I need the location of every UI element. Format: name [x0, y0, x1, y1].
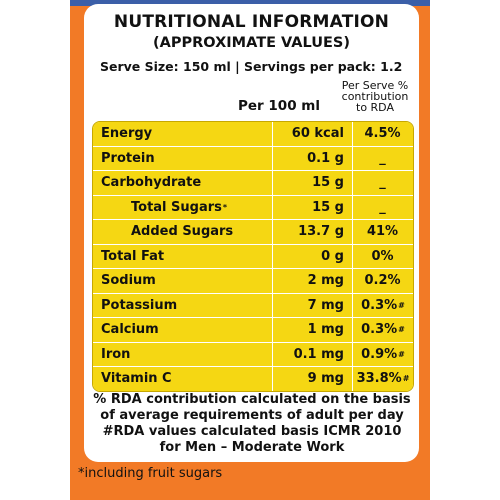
nutrient-rda: 0.3% # [361, 322, 405, 338]
package-top-strip [70, 0, 430, 6]
table-row: Sodium 2 mg 0.2% [93, 269, 413, 294]
nutrient-value: 1 mg [273, 318, 353, 342]
header-rda-line2: contribution [341, 90, 409, 103]
nutrient-name: Carbohydrate [93, 171, 273, 195]
table-row: Vitamin C 9 mg 33.8% # [93, 367, 413, 391]
footnote-line: % RDA contribution calculated on the bas… [93, 392, 411, 407]
nutrition-table: Energy 60 kcal 4.5% Protein 0.1 g _ Carb… [92, 121, 414, 392]
nutrient-name: Potassium [93, 293, 273, 317]
table-row: Iron 0.1 mg 0.9% # [93, 342, 413, 367]
nutrient-rda: 0.2% [364, 273, 401, 289]
nutrient-value: 0.1 g [273, 146, 353, 170]
table-row: Potassium 7 mg 0.3% # [93, 293, 413, 318]
table-row: Carbohydrate 15 g _ [93, 171, 413, 196]
nutrient-value: 7 mg [273, 293, 353, 317]
footnote-line: #RDA values calculated basis ICMR 2010 [102, 424, 402, 439]
nutrition-title: NUTRITIONAL INFORMATION [113, 12, 390, 32]
table-row: Energy 60 kcal 4.5% [93, 122, 413, 147]
footnotes: % RDA contribution calculated on the bas… [92, 392, 412, 456]
footnote-line: for Men – Moderate Work [159, 440, 345, 455]
serve-size-line: Serve Size: 150 ml | Servings per pack: … [100, 59, 403, 74]
nutrient-rda: 0% [371, 248, 394, 264]
nutrient-rda: _ [379, 150, 386, 166]
nutrient-name: Vitamin C [93, 367, 273, 391]
nutrient-name: Total Fat [93, 244, 273, 268]
table-row: Total Sugars * 15 g _ [93, 195, 413, 220]
table-row: Total Fat 0 g 0% [93, 244, 413, 269]
header-rda-line1: Per Serve % [341, 79, 409, 92]
nutrient-rda: 33.8% # [356, 371, 410, 387]
nutrient-name: Protein [93, 146, 273, 170]
nutrient-value: 0.1 mg [273, 342, 353, 366]
nutrient-value: 9 mg [273, 367, 353, 391]
footnote-line: of average requirements of adult per day [100, 408, 404, 423]
nutrient-rda: 0.9% # [361, 346, 405, 362]
header-rda-line3: to RDA [356, 101, 394, 114]
nutrient-value: 15 g [273, 195, 353, 219]
nutrient-value: 0 g [273, 244, 353, 268]
table-row: Added Sugars 13.7 g 41% [93, 220, 413, 245]
nutrient-name: Iron [93, 342, 273, 366]
nutrient-value: 13.7 g [273, 220, 353, 244]
table-row: Calcium 1 mg 0.3% # [93, 318, 413, 343]
nutrient-rda: _ [379, 199, 386, 215]
header-rda: Per Serve % contribution to RDA [340, 80, 410, 113]
nutrient-name: Added Sugars [93, 220, 273, 244]
nutrient-name: Energy [93, 122, 273, 146]
nutrient-name: Total Sugars * [93, 195, 273, 219]
nutrition-subtitle: (APPROXIMATE VALUES) [153, 35, 350, 51]
nutrient-name: Calcium [93, 318, 273, 342]
nutrient-value: 60 kcal [273, 122, 353, 146]
nutrient-value: 2 mg [273, 269, 353, 293]
nutrient-rda: 0.3% # [361, 297, 405, 313]
table-row: Protein 0.1 g _ [93, 146, 413, 171]
header-per-100ml: Per 100 ml [238, 98, 320, 114]
fruit-sugars-note: *including fruit sugars [78, 466, 223, 481]
nutrient-rda: 41% [366, 224, 399, 240]
nutrient-rda: 4.5% [364, 126, 401, 142]
nutrient-rda: _ [379, 175, 386, 191]
nutrient-name: Sodium [93, 269, 273, 293]
nutrient-value: 15 g [273, 171, 353, 195]
